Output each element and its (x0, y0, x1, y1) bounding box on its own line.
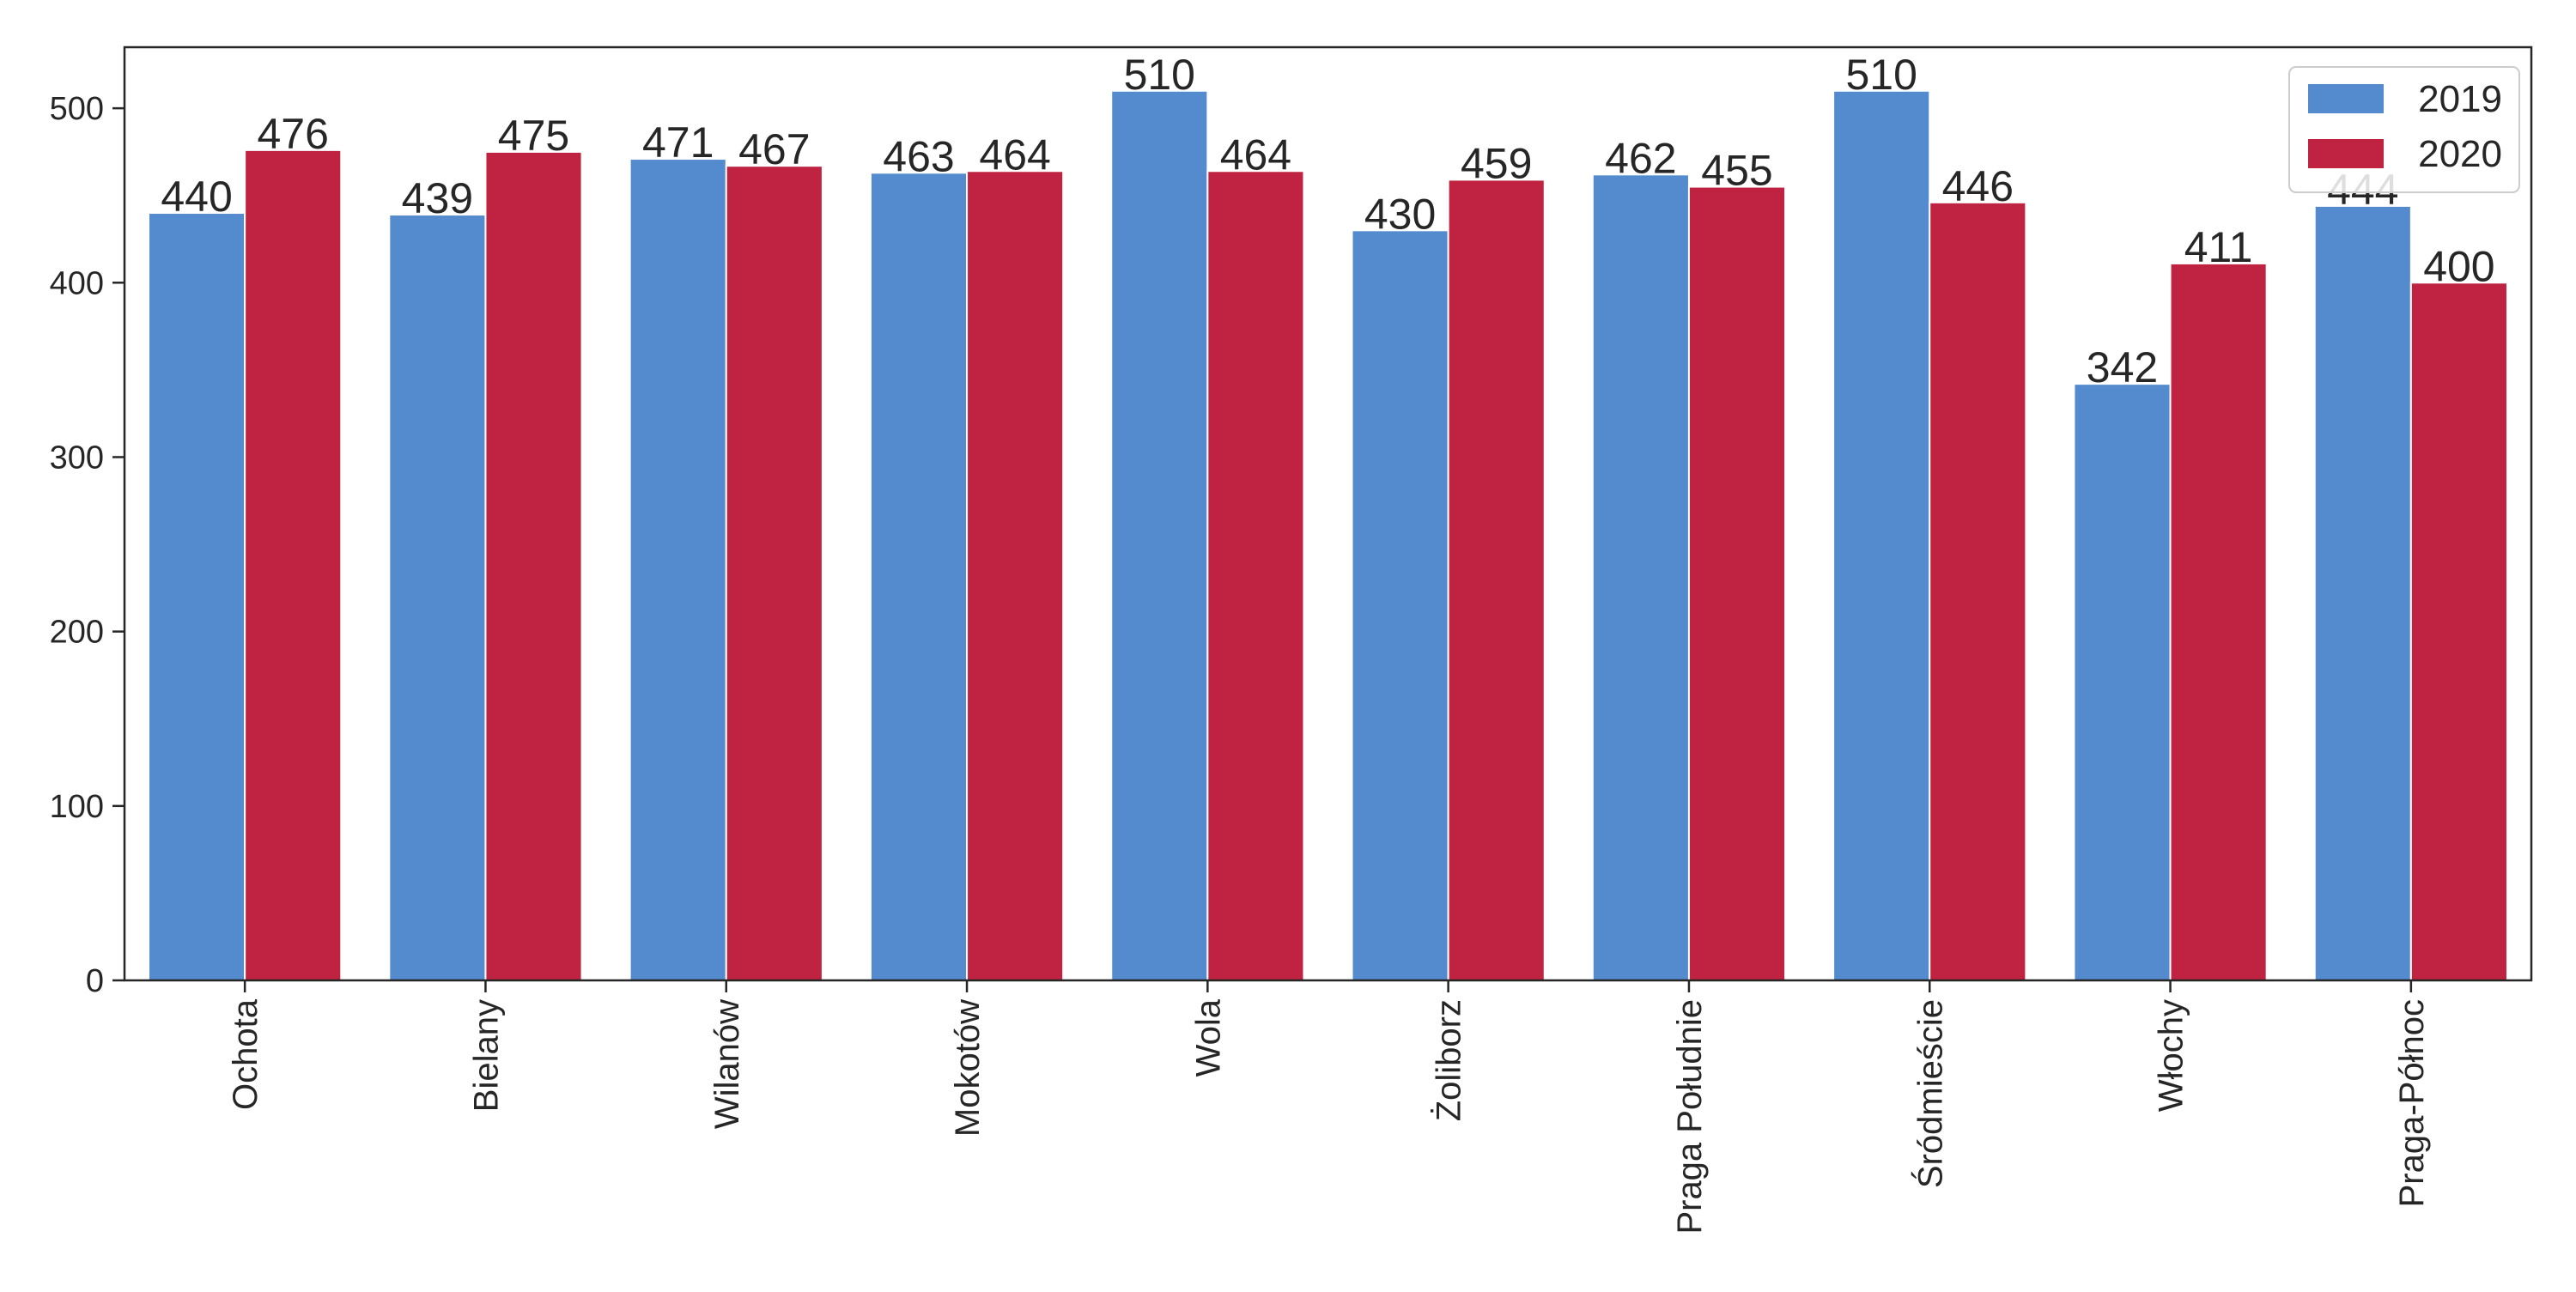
bar-value-label: 463 (883, 132, 954, 180)
bar-2020-żoliborz (1447, 179, 1546, 981)
bar-value-label: 464 (1220, 130, 1291, 179)
bar-value-label: 510 (1845, 51, 1917, 99)
bar-value-label: 342 (2087, 343, 2158, 391)
x-tick-label: Bielany (467, 999, 505, 1112)
bar-value-label: 462 (1605, 134, 1676, 182)
legend: 2019 2020 (2288, 66, 2520, 193)
bar-value-label: 464 (979, 130, 1050, 179)
bars-layer (148, 89, 2508, 982)
bar-2020-ochota (244, 149, 343, 982)
bar-value-label: 459 (1461, 139, 1532, 187)
y-tick-label: 400 (50, 265, 104, 301)
y-tick-label: 200 (50, 615, 104, 651)
y-tick-label: 500 (50, 91, 104, 127)
bar-2019-mokotów (869, 172, 969, 982)
bar-2019-wilanów (629, 158, 727, 982)
bar-value-label: 455 (1701, 147, 1772, 195)
x-tick-label: Wilanów (708, 999, 746, 1129)
bar-value-label: 476 (257, 110, 328, 158)
bar-value-label: 467 (738, 125, 810, 173)
bar-2019-wola (1110, 89, 1209, 981)
bar-value-label: 440 (161, 173, 232, 221)
y-tick-label: 300 (50, 440, 104, 476)
bar-value-label: 430 (1364, 190, 1436, 238)
y-axis: 0 100 200 300 400 500 (50, 91, 125, 999)
bar-2019-praga-południe (1591, 173, 1690, 981)
x-axis: Ochota Bielany Wilanów Mokotów Wola Żoliborz P… (227, 980, 2431, 1234)
bar-value-label: 439 (402, 174, 473, 222)
bar-2020-praga-północ (2409, 282, 2508, 981)
bar-2019-praga-północ (2313, 204, 2412, 981)
bar-value-label: 411 (2184, 223, 2253, 271)
x-tick-label: Mokotów (949, 999, 987, 1137)
bar-2020-praga-południe (1687, 185, 1787, 981)
legend-label-2020: 2020 (2418, 133, 2502, 175)
bar-2020-wilanów (725, 165, 823, 981)
x-tick-label: Praga-Północ (2393, 999, 2431, 1207)
bar-2020-wola (1206, 170, 1305, 981)
x-tick-label: Śródmieście (1910, 999, 1949, 1188)
bar-value-labels: 440 476 439 475 471 467 463 464 510 464 430 459 462 4… (161, 51, 2494, 391)
y-tick-label: 100 (50, 789, 104, 825)
x-tick-label: Praga Południe (1671, 999, 1709, 1234)
bar-value-label: 510 (1124, 51, 1195, 99)
bar-2019-żoliborz (1351, 229, 1449, 982)
legend-label-2019: 2019 (2418, 78, 2502, 120)
x-tick-label: Wola (1189, 998, 1227, 1077)
x-tick-label: Włochy (2153, 999, 2190, 1112)
bar-2020-śródmieście (1929, 201, 2027, 981)
y-tick-label: 0 (86, 963, 104, 999)
plot-area-frame (123, 45, 2533, 982)
bar-2020-mokotów (966, 170, 1065, 981)
bar-value-label: 471 (642, 118, 714, 167)
bar-value-label: 400 (2423, 242, 2494, 290)
bar-2020-włochy (2169, 262, 2268, 981)
bar-2019-śródmieście (1832, 89, 1931, 981)
bar-value-label: 475 (498, 112, 569, 160)
bar-2019-włochy (2073, 383, 2172, 982)
legend-swatch-2020 (2308, 139, 2384, 168)
x-tick-label: Żoliborz (1430, 999, 1468, 1121)
x-tick-label: Ochota (227, 998, 264, 1110)
bar-value-label: 446 (1942, 162, 2014, 210)
bar-2019-bielany (388, 214, 487, 981)
bar-2020-bielany (484, 150, 583, 981)
bar-2019-ochota (148, 212, 246, 982)
legend-swatch-2019 (2308, 84, 2384, 113)
